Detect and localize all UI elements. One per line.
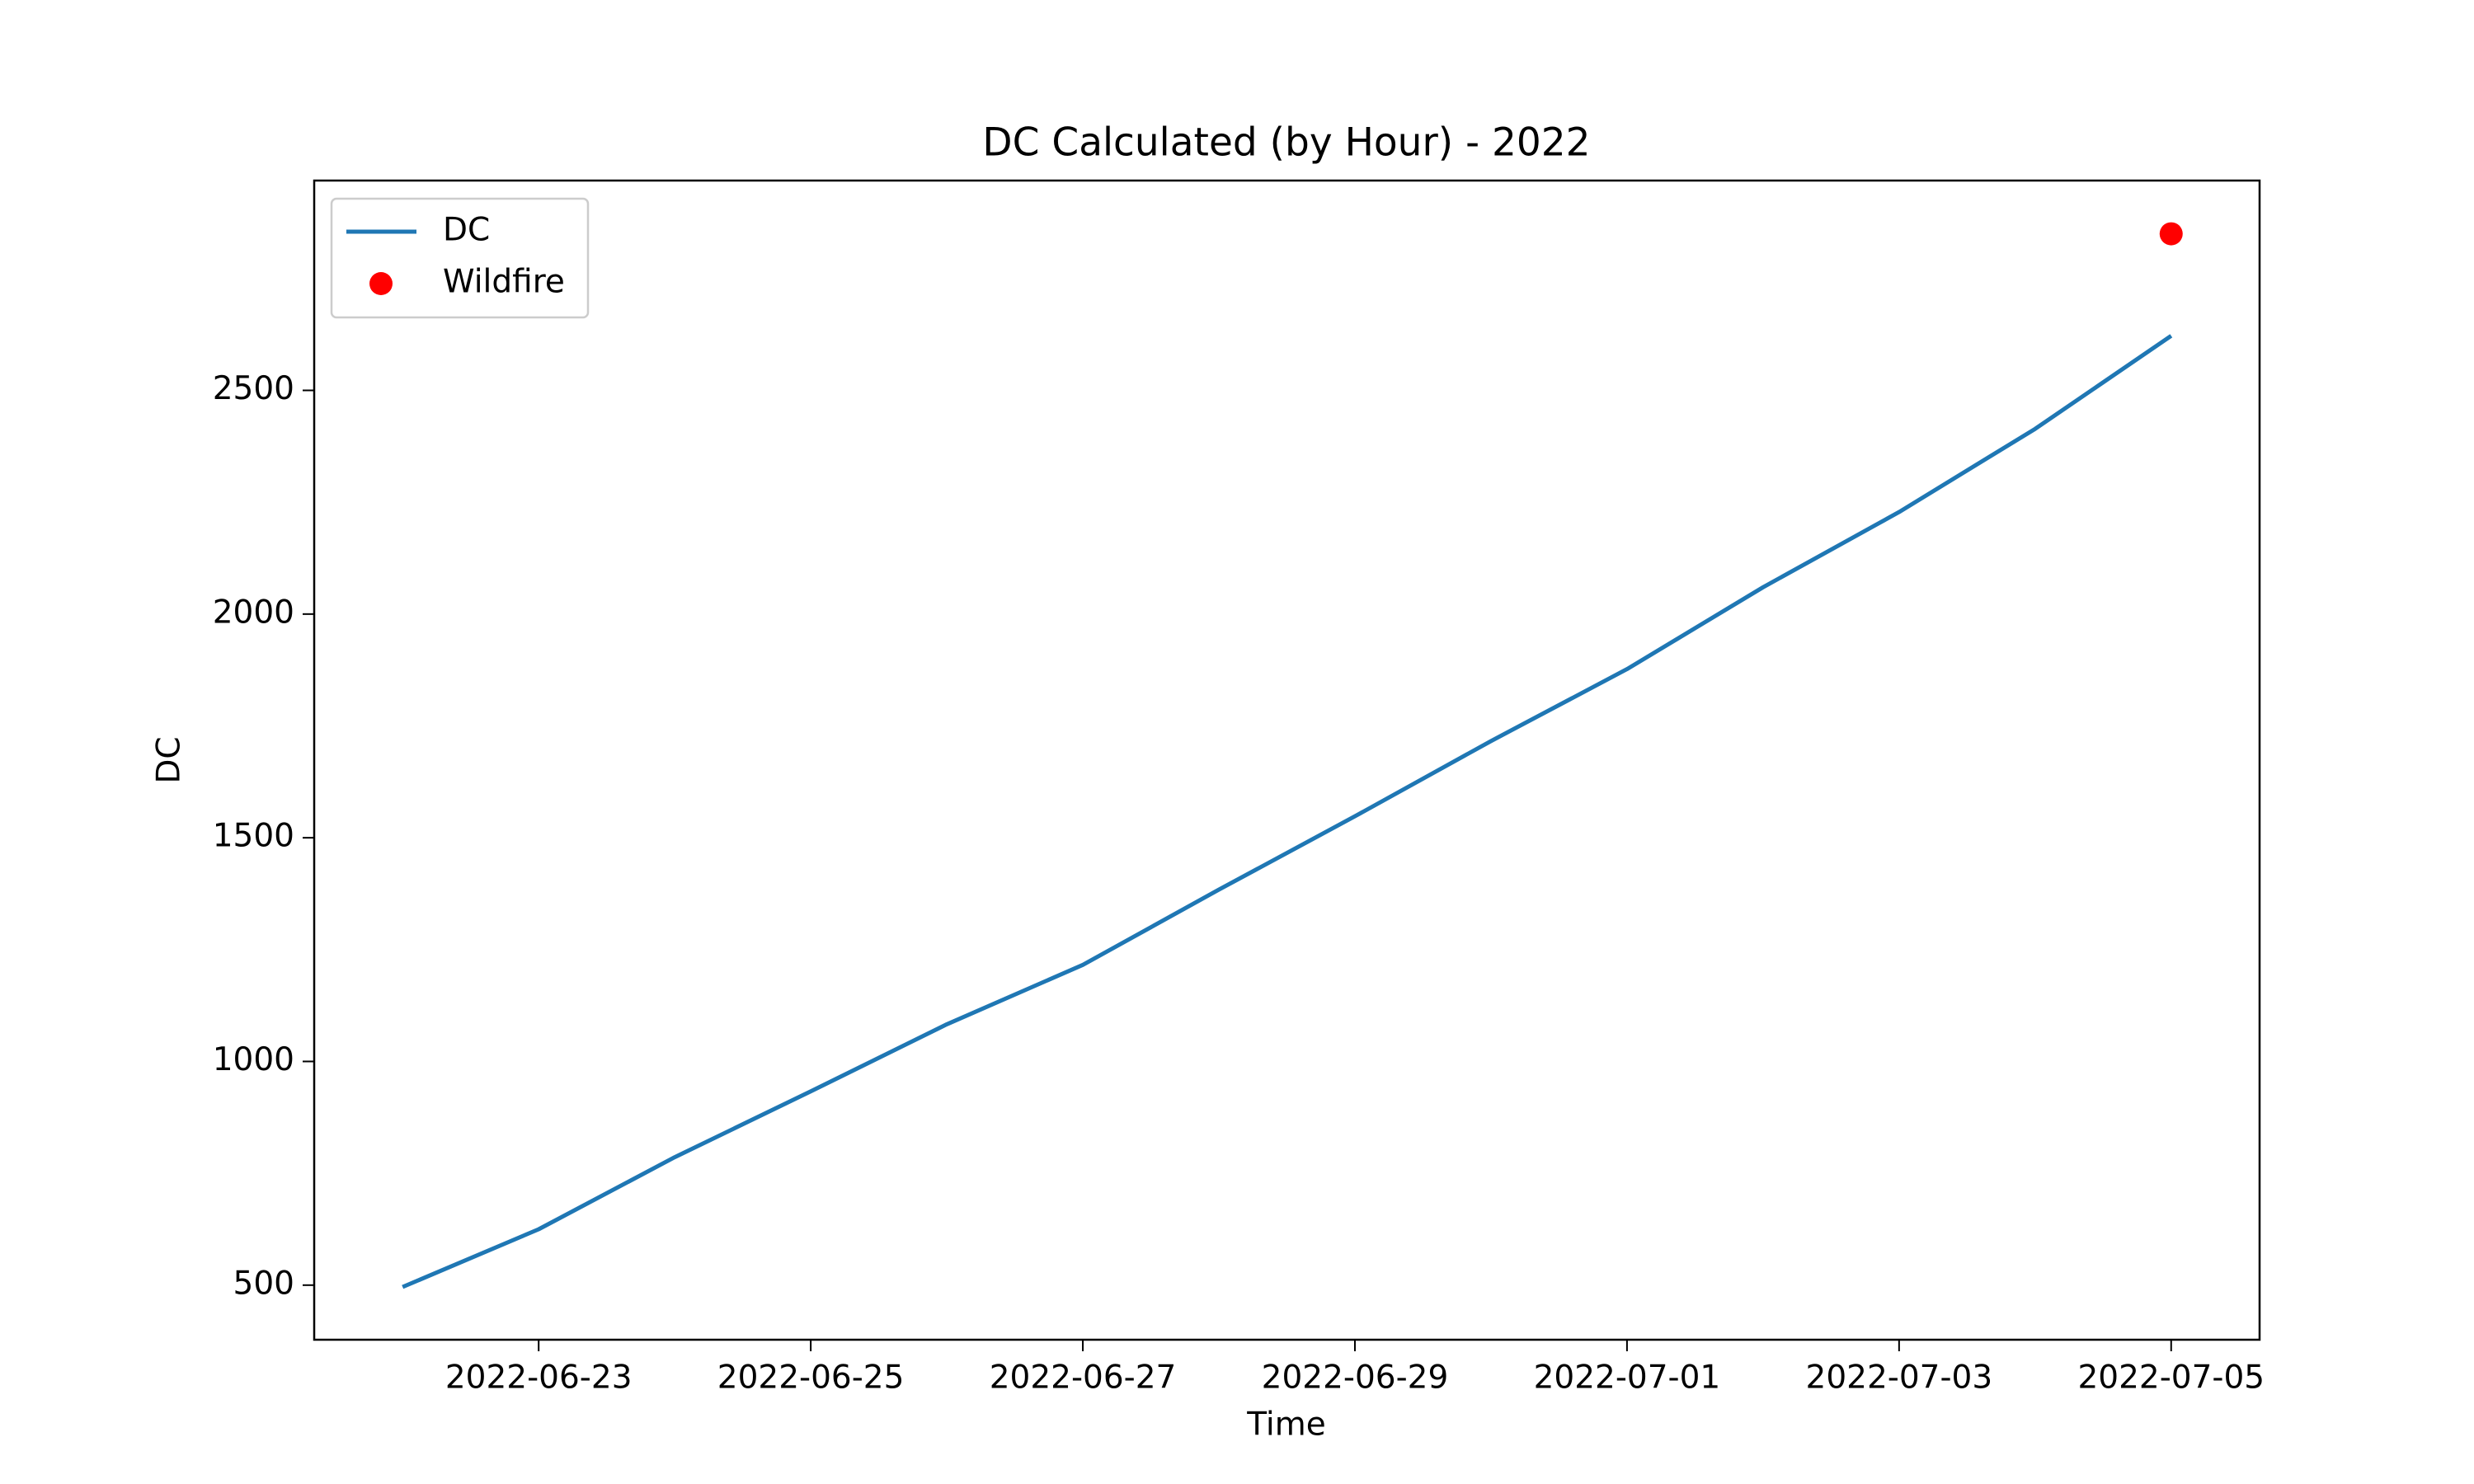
y-tick-label: 500 [233, 1265, 294, 1302]
y-tick-label: 2000 [213, 594, 294, 631]
plot-frame [313, 179, 2261, 1341]
x-axis-label: Time [1246, 1407, 1325, 1444]
y-tick-label: 2500 [213, 370, 294, 407]
legend-label: Wildfire [443, 264, 565, 301]
legend-label: DC [443, 212, 490, 249]
x-tick-label: 2022-06-25 [717, 1360, 905, 1397]
scatter-point [2159, 222, 2183, 246]
x-tick-label: 2022-07-03 [1806, 1360, 1993, 1397]
x-tick-label: 2022-06-29 [1262, 1360, 1449, 1397]
chart-title: DC Calculated (by Hour) - 2022 [982, 120, 1590, 166]
x-tick-label: 2022-07-01 [1534, 1360, 1721, 1397]
legend-box [330, 197, 590, 319]
x-tick-label: 2022-06-23 [445, 1360, 633, 1397]
x-tick-label: 2022-06-27 [990, 1360, 1177, 1397]
y-tick-label: 1500 [213, 818, 294, 855]
line-series [402, 334, 2173, 1289]
y-axis-label: DC [151, 736, 188, 783]
legend-marker [369, 272, 393, 295]
y-tick-label: 1000 [213, 1041, 294, 1078]
x-tick-label: 2022-07-05 [2077, 1360, 2265, 1397]
